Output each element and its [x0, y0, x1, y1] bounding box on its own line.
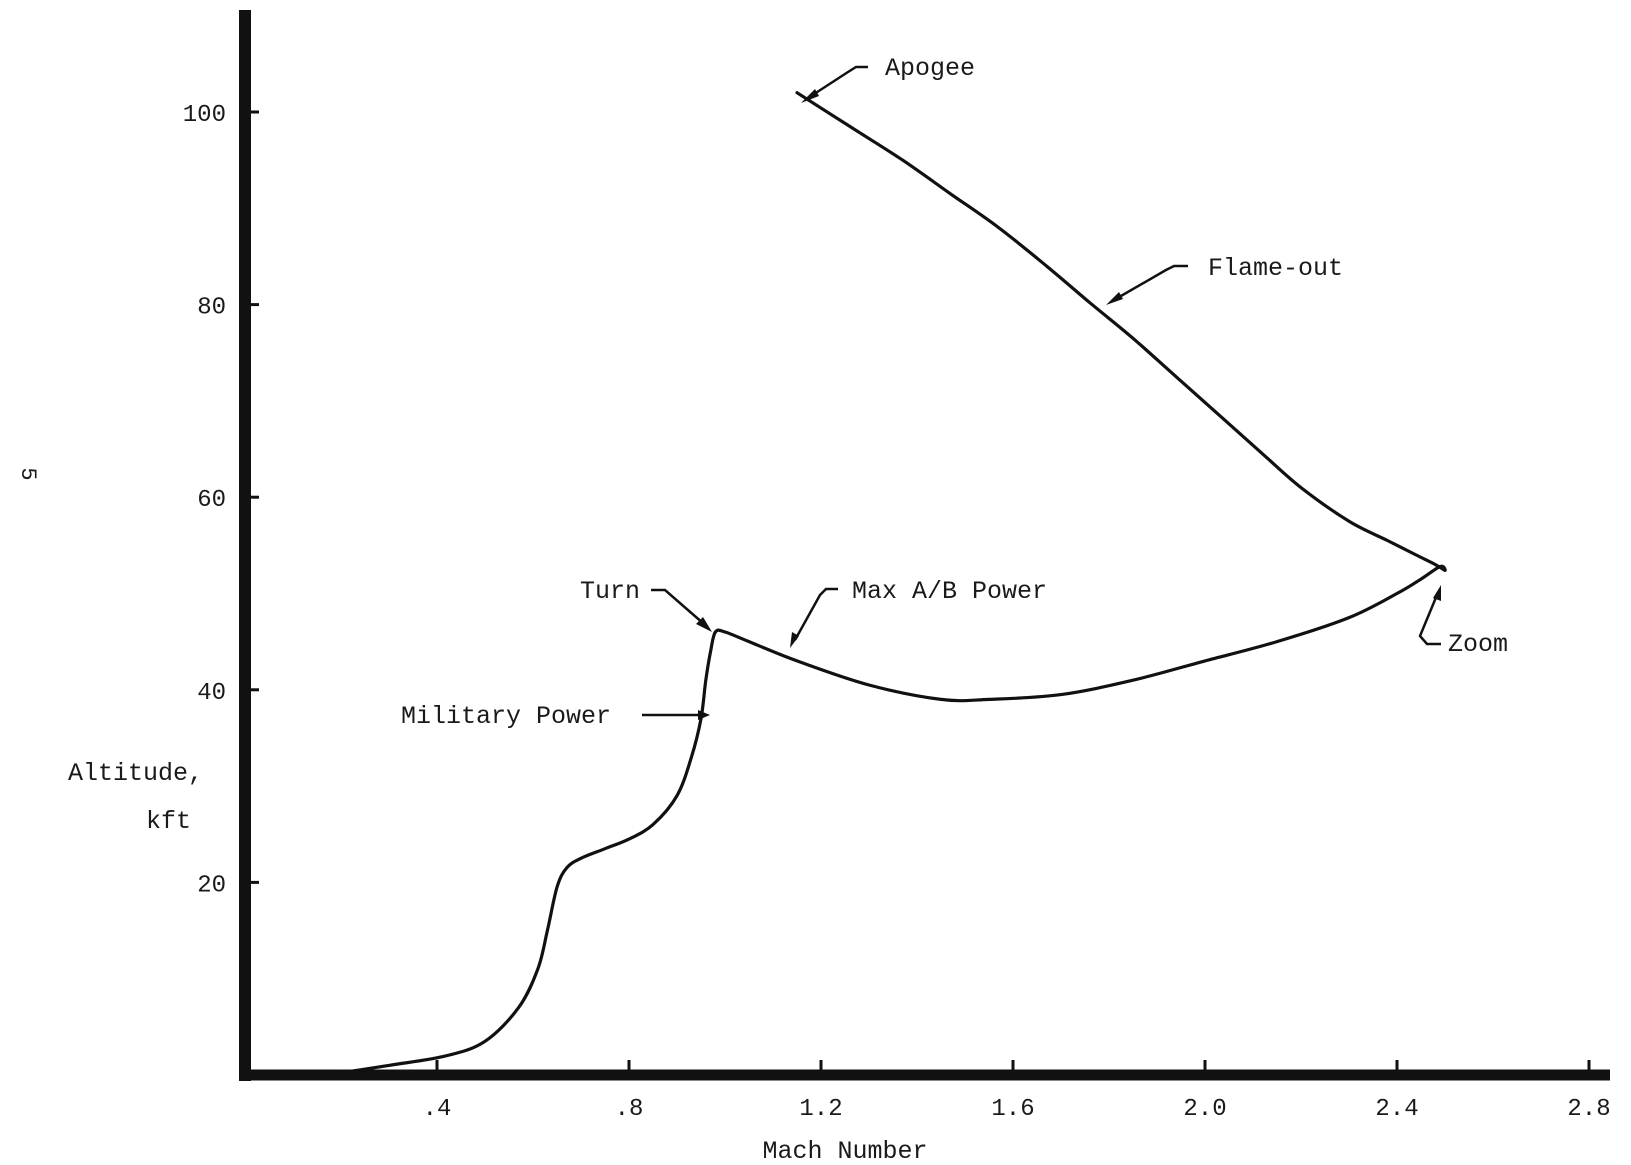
- y-tick-label: 40: [197, 680, 226, 707]
- annotation-apogee: Apogee: [801, 54, 975, 103]
- annotation-max-ab-power-arrow: [793, 587, 838, 641]
- x-tick-label: 2.4: [1375, 1096, 1418, 1123]
- x-ticks: .4 .8 1.2 1.6 2.0 2.4 2.8: [423, 1060, 1611, 1123]
- y-axis-label: Altitude, kft: [68, 759, 203, 836]
- annotation-flame-out-arrowhead: [1106, 292, 1123, 305]
- x-tick-label: .4: [423, 1096, 452, 1123]
- annotation-max-ab-power: Max A/B Power: [790, 577, 1047, 648]
- annotation-flame-out-arrow: [1113, 264, 1188, 302]
- annotation-military-power: Military Power: [401, 702, 710, 731]
- annotation-turn-arrow: [651, 588, 705, 625]
- y-tick-label: 100: [183, 102, 226, 129]
- annotation-flame-out: Flame-out: [1106, 254, 1343, 305]
- annotations: Apogee Flame-out Turn Max A/B Power Mili…: [401, 54, 1508, 731]
- x-tick-label: 2.0: [1183, 1096, 1226, 1123]
- trajectory-line: [325, 91, 1447, 1077]
- annotation-zoom-label: Zoom: [1448, 630, 1508, 659]
- annotation-apogee-arrow: [807, 65, 868, 100]
- x-tick-label: 1.6: [991, 1096, 1034, 1123]
- annotation-max-ab-power-arrowhead: [790, 632, 799, 648]
- page-mark: 5: [15, 467, 40, 480]
- annotation-apogee-arrowhead: [801, 89, 819, 103]
- annotation-turn-arrowhead: [696, 617, 712, 632]
- y-ticks: 20 40 60 80 100: [183, 102, 259, 899]
- y-axis-label-line1: Altitude,: [68, 759, 203, 788]
- x-tick-label: 2.8: [1567, 1096, 1610, 1123]
- annotation-zoom-arrowhead: [1433, 585, 1441, 601]
- x-tick-label: .8: [615, 1096, 644, 1123]
- y-axis-label-line2: kft: [146, 807, 191, 836]
- annotation-turn: Turn: [580, 577, 712, 632]
- annotation-turn-label: Turn: [580, 577, 640, 606]
- annotation-military-power-label: Military Power: [401, 702, 611, 731]
- x-axis-label: Mach Number: [762, 1137, 927, 1165]
- annotation-zoom-arrow: [1418, 594, 1441, 646]
- y-tick-label: 80: [197, 295, 226, 322]
- annotation-zoom: Zoom: [1418, 585, 1508, 659]
- x-tick-label: 1.2: [799, 1096, 842, 1123]
- y-tick-label: 20: [197, 872, 226, 899]
- annotation-flame-out-label: Flame-out: [1208, 254, 1343, 283]
- axes: [239, 10, 1610, 1081]
- y-tick-label: 60: [197, 487, 226, 514]
- annotation-apogee-label: Apogee: [885, 54, 975, 83]
- annotation-max-ab-power-label: Max A/B Power: [852, 577, 1047, 606]
- annotation-military-power-arrowhead: [698, 710, 710, 720]
